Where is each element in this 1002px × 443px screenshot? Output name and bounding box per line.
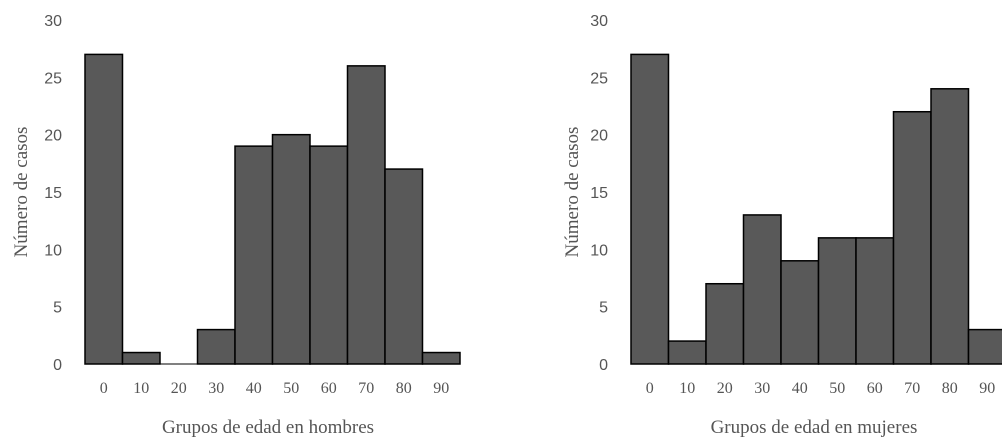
women-x-tick-label: 90: [979, 380, 995, 397]
women-y-tick-label: 30: [590, 13, 608, 30]
men-y-axis-title: Número de casos: [11, 127, 32, 258]
women-bar-40: [781, 261, 819, 364]
women-bar-80: [931, 89, 969, 364]
women-y-tick-label: 5: [599, 300, 608, 317]
women-bars: [631, 54, 1002, 364]
men-bar-40: [235, 146, 273, 364]
women-bar-50: [819, 238, 857, 364]
men-x-ticks: 0 10 20 30 40 50 60 70 80 90: [100, 380, 450, 397]
histogram-men: 0 5 10 15 20 25 30 0 10 20 30 40 50 60 70 80 90 Grupos …: [11, 13, 460, 438]
women-bar-10: [669, 341, 707, 364]
men-y-tick-label: 10: [44, 242, 62, 259]
men-bar-80: [385, 169, 423, 364]
men-bar-70: [348, 66, 386, 364]
men-y-tick-label: 0: [53, 357, 62, 374]
men-x-tick-label: 10: [133, 380, 149, 397]
women-x-axis-title: Grupos de edad en mujeres: [711, 417, 918, 438]
women-bar-30: [744, 215, 782, 364]
women-x-tick-label: 0: [646, 380, 654, 397]
men-bar-10: [123, 353, 161, 364]
men-x-tick-label: 20: [171, 380, 187, 397]
men-x-tick-label: 60: [321, 380, 337, 397]
women-bar-90: [969, 330, 1002, 364]
men-y-tick-label: 30: [44, 13, 62, 30]
women-y-axis-title: Número de casos: [562, 127, 583, 258]
women-bar-0: [631, 54, 669, 364]
women-x-tick-label: 10: [679, 380, 695, 397]
men-bar-30: [198, 330, 236, 364]
men-x-tick-label: 90: [433, 380, 449, 397]
women-x-tick-label: 20: [717, 380, 733, 397]
histogram-women: 0 5 10 15 20 25 30 0 10 20 30 40 50 60 70 80 90 Grupos …: [562, 13, 1002, 438]
men-bars: [85, 54, 460, 364]
women-y-ticks: 0 5 10 15 20 25 30: [590, 13, 608, 374]
men-x-tick-label: 50: [283, 380, 299, 397]
women-bar-20: [706, 284, 744, 364]
men-x-axis-title: Grupos de edad en hombres: [162, 417, 374, 438]
women-y-tick-label: 20: [590, 128, 608, 145]
women-x-tick-label: 30: [754, 380, 770, 397]
women-y-tick-label: 15: [590, 185, 608, 202]
women-x-tick-label: 60: [867, 380, 883, 397]
men-bar-50: [273, 135, 311, 364]
men-x-tick-label: 40: [246, 380, 262, 397]
men-bar-0: [85, 54, 123, 364]
women-y-tick-label: 10: [590, 242, 608, 259]
women-y-tick-label: 0: [599, 357, 608, 374]
women-y-tick-label: 25: [590, 70, 608, 87]
women-x-tick-label: 70: [904, 380, 920, 397]
men-x-tick-label: 70: [358, 380, 374, 397]
women-bar-70: [894, 112, 932, 364]
men-bar-60: [310, 146, 348, 364]
men-y-tick-label: 20: [44, 128, 62, 145]
men-y-tick-label: 15: [44, 185, 62, 202]
women-x-ticks: 0 10 20 30 40 50 60 70 80 90: [646, 380, 996, 397]
men-y-tick-label: 25: [44, 70, 62, 87]
men-x-tick-label: 0: [100, 380, 108, 397]
men-bar-90: [423, 353, 461, 364]
men-x-tick-label: 30: [208, 380, 224, 397]
women-x-tick-label: 40: [792, 380, 808, 397]
women-x-tick-label: 50: [829, 380, 845, 397]
women-bar-60: [856, 238, 894, 364]
women-x-tick-label: 80: [942, 380, 958, 397]
men-y-ticks: 0 5 10 15 20 25 30: [44, 13, 62, 374]
men-x-tick-label: 80: [396, 380, 412, 397]
men-y-tick-label: 5: [53, 300, 62, 317]
